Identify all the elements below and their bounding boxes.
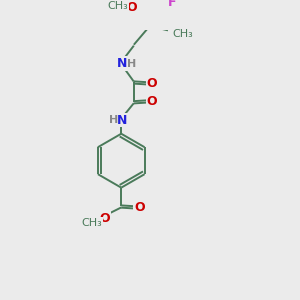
Text: CH₃: CH₃ <box>107 1 128 11</box>
Text: O: O <box>100 212 110 225</box>
Text: CH₃: CH₃ <box>172 29 193 39</box>
Text: N: N <box>117 57 127 70</box>
Text: O: O <box>127 2 137 14</box>
Text: O: O <box>146 77 157 90</box>
Text: H: H <box>109 115 118 125</box>
Text: H: H <box>128 58 136 69</box>
Text: O: O <box>134 201 145 214</box>
Text: O: O <box>146 95 157 108</box>
Text: N: N <box>117 114 127 127</box>
Text: F: F <box>168 0 176 9</box>
Text: CH₃: CH₃ <box>81 218 102 228</box>
Text: methoxy: methoxy <box>116 1 122 2</box>
